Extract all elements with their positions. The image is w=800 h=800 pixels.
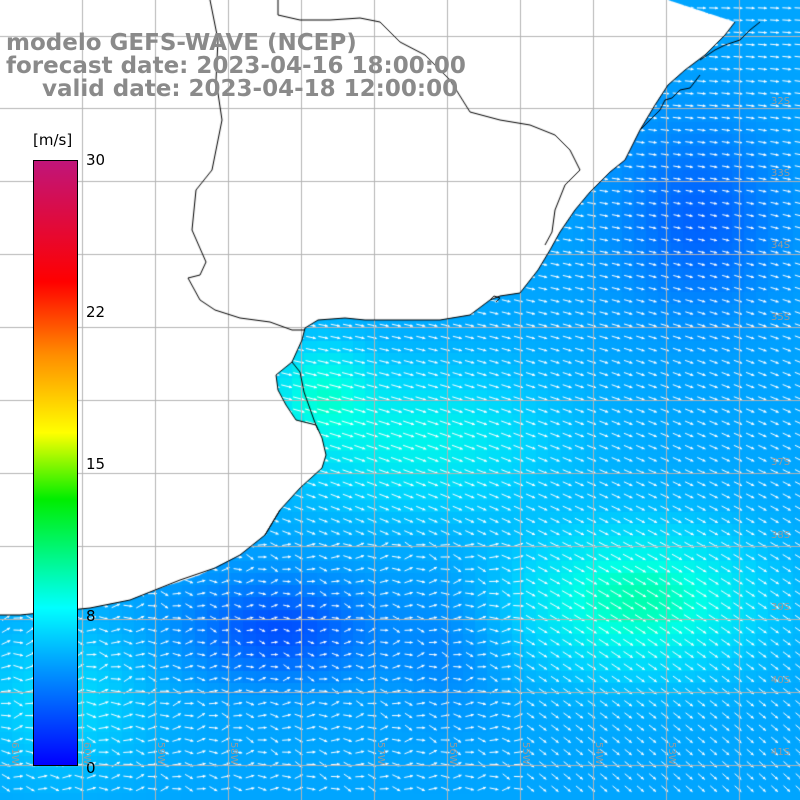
colorbar: [33, 160, 78, 766]
colorbar-tick: 0: [86, 759, 96, 777]
lat-label: 37S: [771, 457, 791, 468]
lat-label: 33S: [771, 168, 791, 179]
model-title: modelo GEFS-WAVE (NCEP): [6, 30, 357, 56]
lon-label: 53W: [666, 742, 677, 765]
lon-label: 55W: [520, 742, 531, 765]
colorbar-unit: [m/s]: [33, 131, 73, 149]
lon-label: 56W: [447, 742, 458, 765]
lat-label: 39S: [771, 602, 791, 613]
lat-label: 32S: [771, 96, 791, 107]
lat-label: 34S: [771, 240, 791, 251]
lon-label: 61W: [9, 742, 20, 765]
colorbar-tick: 15: [86, 455, 106, 473]
colorbar-tick: 22: [86, 303, 106, 321]
colorbar-tick: 30: [86, 151, 106, 169]
lat-label: 40S: [771, 675, 791, 686]
lon-label: 60W: [81, 742, 92, 765]
lon-label: 59W: [155, 742, 166, 765]
lon-label: 54W: [593, 742, 604, 765]
lon-label: 58W: [228, 742, 239, 765]
lat-label: 35S: [771, 312, 791, 323]
colorbar-tick: 8: [86, 607, 96, 625]
valid-date: valid date: 2023-04-18 12:00:00: [42, 76, 459, 102]
lat-label: 38S: [771, 530, 791, 541]
lon-label: 57W: [375, 742, 386, 765]
lat-label: 41S: [771, 747, 791, 758]
forecast-date: forecast date: 2023-04-16 18:00:00: [6, 53, 466, 79]
